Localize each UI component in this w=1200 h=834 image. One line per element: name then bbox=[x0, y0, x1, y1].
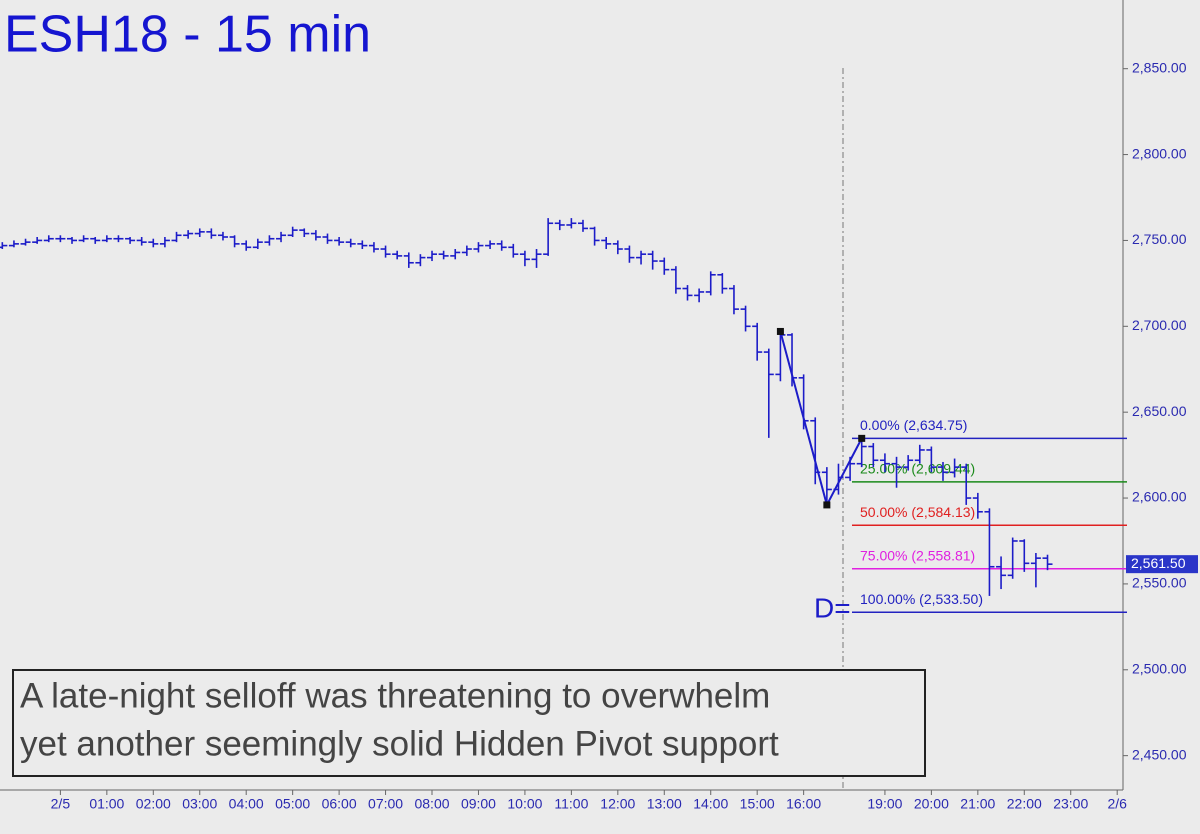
pivot-marker bbox=[776, 327, 784, 335]
y-tick-label: 2,500.00 bbox=[1132, 660, 1187, 676]
x-tick-label: 2/6 bbox=[1107, 796, 1127, 812]
last-price-box bbox=[1126, 555, 1198, 574]
x-tick-label: 03:00 bbox=[182, 796, 217, 812]
x-tick-label: 20:00 bbox=[914, 796, 949, 812]
x-tick-label: 11:00 bbox=[554, 796, 588, 812]
y-tick-label: 2,750.00 bbox=[1132, 231, 1187, 247]
x-tick-label: 23:00 bbox=[1053, 796, 1088, 812]
fib-label: 25.00% (2,609.44) bbox=[860, 461, 975, 477]
pivot-marker bbox=[858, 434, 866, 442]
x-tick-label: 2/5 bbox=[51, 796, 71, 812]
x-tick-label: 01:00 bbox=[89, 796, 124, 812]
x-tick-label: 08:00 bbox=[414, 796, 449, 812]
fib-label: 75.00% (2,558.81) bbox=[860, 547, 975, 563]
annotation-line: yet another seemingly solid Hidden Pivot… bbox=[20, 724, 779, 763]
y-tick-label: 2,550.00 bbox=[1132, 575, 1187, 591]
x-tick-label: 10:00 bbox=[507, 796, 542, 812]
pivot-marker bbox=[823, 501, 831, 509]
plot: 2,450.00 2,500.00 2,550.00 2,600.00 2,650.00… bbox=[0, 59, 1198, 812]
x-tick-label: 14:00 bbox=[693, 796, 728, 812]
y-tick-label: 2,800.00 bbox=[1132, 145, 1187, 161]
x-tick-label: 13:00 bbox=[647, 796, 682, 812]
x-tick-label: 21:00 bbox=[960, 796, 995, 812]
annotation-box bbox=[12, 669, 926, 777]
last-price-label: 2,561.50 bbox=[1131, 555, 1186, 571]
y-tick-label: 2,700.00 bbox=[1132, 317, 1187, 333]
x-tick-label: 04:00 bbox=[229, 796, 264, 812]
y-tick-label: 2,600.00 bbox=[1132, 489, 1187, 505]
x-tick-label: 09:00 bbox=[461, 796, 496, 812]
x-tick-label: 12:00 bbox=[600, 796, 635, 812]
pattern-label: D= bbox=[814, 593, 851, 624]
annotation-line: A late-night selloff was threatening to … bbox=[20, 676, 770, 715]
fib-label: 100.00% (2,533.50) bbox=[860, 591, 983, 607]
y-tick-label: 2,850.00 bbox=[1132, 59, 1187, 75]
x-tick-label: 16:00 bbox=[786, 796, 821, 812]
fib-label: 0.00% (2,634.75) bbox=[860, 417, 967, 433]
x-tick-label: 15:00 bbox=[740, 796, 775, 812]
x-tick-label: 22:00 bbox=[1007, 796, 1042, 812]
x-tick-label: 05:00 bbox=[275, 796, 310, 812]
y-tick-label: 2,650.00 bbox=[1132, 403, 1187, 419]
fib-label: 50.00% (2,584.13) bbox=[860, 504, 975, 520]
chart-title: ESH18 - 15 min bbox=[4, 6, 371, 64]
x-tick-label: 06:00 bbox=[322, 796, 357, 812]
x-tick-label: 19:00 bbox=[867, 796, 902, 812]
x-tick-label: 02:00 bbox=[136, 796, 171, 812]
y-tick-label: 2,450.00 bbox=[1132, 746, 1187, 762]
x-tick-label: 07:00 bbox=[368, 796, 403, 812]
